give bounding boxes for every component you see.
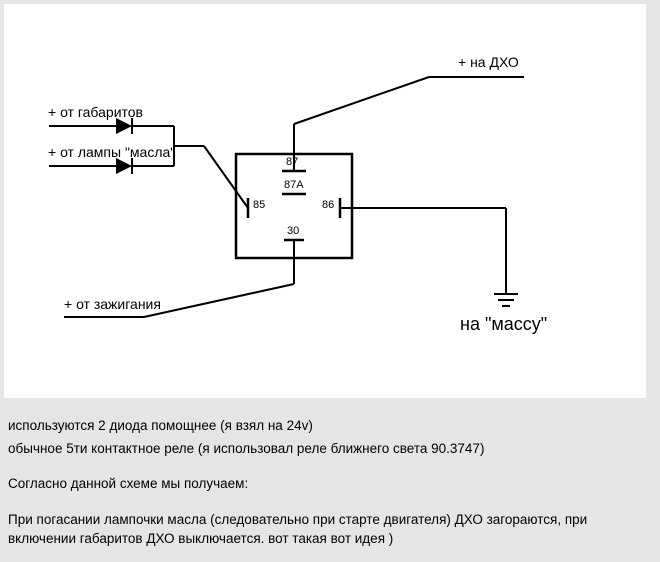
circuit-diagram: + от габаритов + от лампы "масла" + на Д…	[4, 4, 646, 398]
label-side-lights: + от габаритов	[48, 104, 143, 120]
desc-line-4: При погасании лампочки масла (следовател…	[8, 510, 652, 549]
pin-85: 85	[253, 199, 265, 211]
pin-30: 30	[287, 225, 299, 237]
desc-line-3: Согласно данной схеме мы получаем:	[8, 474, 652, 494]
desc-line-1: используются 2 диода помощнее (я взял на…	[8, 416, 652, 436]
desc-line-2: обычное 5ти контактное реле (я использов…	[8, 439, 652, 459]
pin-87: 87	[286, 156, 298, 168]
pin-86: 86	[322, 199, 334, 211]
description-text: используются 2 диода помощнее (я взял на…	[0, 398, 660, 549]
label-ground: на "массу"	[460, 314, 547, 335]
label-ignition: + от зажигания	[64, 296, 161, 312]
label-oil-lamp: + от лампы "масла"	[48, 144, 175, 160]
label-drl: + на ДХО	[458, 54, 519, 70]
pin-87a: 87A	[284, 179, 304, 191]
